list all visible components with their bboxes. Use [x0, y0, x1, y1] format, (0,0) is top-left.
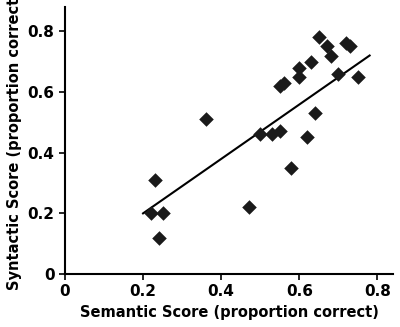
Y-axis label: Syntactic Score (proportion correct): Syntactic Score (proportion correct) [7, 0, 22, 290]
Point [327, 53, 334, 58]
Point [269, 132, 275, 137]
Point [276, 83, 283, 89]
Point [296, 74, 302, 79]
Point [159, 211, 166, 216]
Point [312, 111, 318, 116]
Point [304, 135, 310, 140]
Point [355, 74, 361, 79]
Point [308, 59, 314, 64]
Point [296, 65, 302, 70]
Point [202, 117, 209, 122]
Point [280, 80, 287, 85]
Point [335, 71, 342, 76]
Point [347, 44, 353, 49]
Point [343, 41, 349, 46]
Point [152, 177, 158, 182]
Point [276, 129, 283, 134]
Point [316, 35, 322, 40]
Point [245, 205, 252, 210]
Point [148, 211, 154, 216]
Point [324, 44, 330, 49]
X-axis label: Semantic Score (proportion correct): Semantic Score (proportion correct) [80, 305, 378, 320]
Point [257, 132, 264, 137]
Point [288, 165, 295, 170]
Point [156, 235, 162, 240]
